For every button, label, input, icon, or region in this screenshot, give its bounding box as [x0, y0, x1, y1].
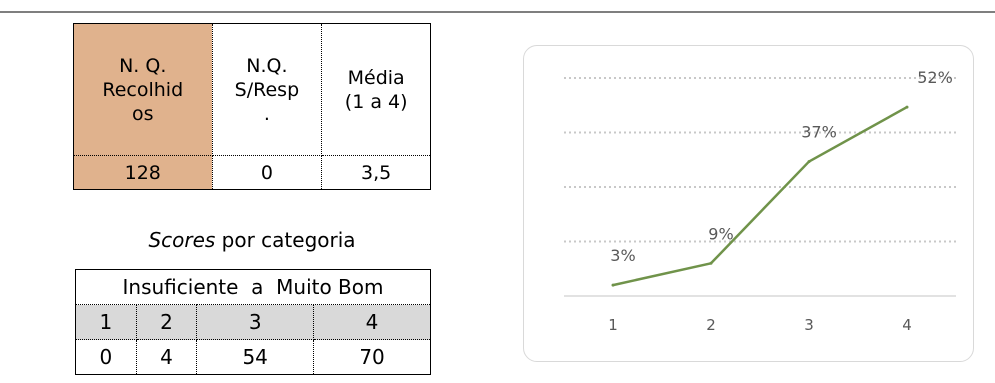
data-point-1 [611, 283, 615, 287]
header-media: Média (1 a 4) [321, 23, 431, 156]
x-tick-label-4: 4 [902, 316, 912, 334]
header-recolhidos: N. Q. Recolhid os [73, 23, 213, 156]
scores-table: Insuficiente a Muito Bom 1 2 3 4 0 4 54 … [75, 269, 431, 375]
value-media: 3,5 [321, 155, 431, 190]
value-recolhidos: 128 [73, 155, 213, 190]
line-chart-svg: 3% 9% 37% 52% 1 2 3 4 [564, 68, 956, 334]
summary-table: N. Q. Recolhid os N.Q. S/Resp . Média (1… [73, 23, 431, 190]
header-media-line1: Média [347, 66, 405, 89]
top-rule [0, 11, 995, 13]
line-chart: 3% 9% 37% 52% 1 2 3 4 [523, 45, 974, 362]
scores-caption-rest: por categoria [215, 228, 356, 252]
score-category-2: 2 [135, 304, 198, 340]
data-point-2 [709, 261, 713, 265]
score-count-1: 0 [75, 339, 137, 375]
data-label-2: 9% [708, 224, 733, 243]
data-label-4: 52% [917, 68, 953, 87]
value-sem-resposta: 0 [211, 155, 323, 190]
data-point-4 [905, 105, 909, 109]
series-line [612, 105, 908, 287]
score-category-1: 1 [75, 304, 137, 340]
scores-range-label: Insuficiente a Muito Bom [75, 269, 431, 305]
score-category-3: 3 [196, 304, 315, 340]
header-recolhidos-line2: Recolhid [102, 78, 184, 101]
x-tick-label-1: 1 [608, 316, 618, 334]
x-tick-label-2: 2 [706, 316, 716, 334]
x-tick-label-3: 3 [804, 316, 814, 334]
scores-caption-italic: Scores [148, 228, 216, 252]
header-recolhidos-line3: os [131, 102, 154, 125]
scores-caption: Scores por categoria [73, 228, 431, 252]
data-label-1: 3% [610, 246, 635, 265]
score-category-4: 4 [313, 304, 431, 340]
score-count-3: 54 [196, 339, 315, 375]
header-sem-resposta-line2: S/Resp [234, 78, 300, 101]
header-sem-resposta-line3: . [263, 102, 270, 125]
data-point-3 [807, 160, 811, 164]
score-count-2: 4 [135, 339, 198, 375]
data-label-3: 37% [801, 123, 837, 142]
header-sem-resposta: N.Q. S/Resp . [211, 23, 323, 156]
header-media-line2: (1 a 4) [344, 90, 408, 113]
header-sem-resposta-line1: N.Q. [246, 54, 288, 77]
header-recolhidos-line1: N. Q. [119, 54, 167, 77]
score-count-4: 70 [313, 339, 431, 375]
